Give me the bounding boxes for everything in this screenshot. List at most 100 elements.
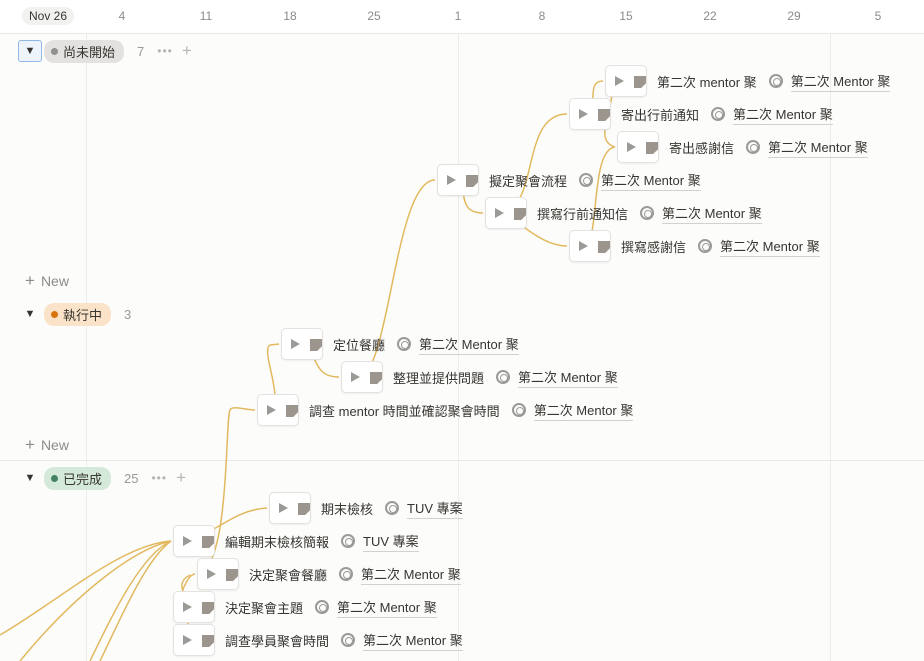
item-card[interactable] — [341, 361, 383, 393]
expand-triangle-icon[interactable] — [207, 569, 216, 579]
relation-link[interactable]: 第二次 Mentor 聚 — [518, 367, 618, 388]
item-title[interactable]: 整理並提供問題 — [393, 370, 485, 386]
target-icon — [315, 600, 330, 614]
timeline-item[interactable]: 調查學員聚會時間 第二次 Mentor 聚 — [173, 624, 463, 656]
timeline-item[interactable]: 期末檢核 TUV 專案 — [269, 492, 463, 524]
item-card[interactable] — [617, 131, 659, 163]
relation-link[interactable]: 第二次 Mentor 聚 — [768, 137, 868, 158]
add-icon[interactable]: + — [181, 41, 192, 60]
status-pill[interactable]: 已完成 — [44, 466, 112, 490]
expand-triangle-icon[interactable] — [183, 602, 192, 612]
relation-link[interactable]: 第二次 Mentor 聚 — [363, 630, 463, 651]
relation-link[interactable]: 第二次 Mentor 聚 — [419, 334, 519, 355]
timeline-item[interactable]: 撰寫行前通知信 第二次 Mentor 聚 — [485, 197, 762, 229]
item-card[interactable] — [605, 65, 647, 97]
item-title[interactable]: 決定聚會餐廳 — [249, 567, 328, 583]
timeline-item[interactable]: 決定聚會主題 第二次 Mentor 聚 — [173, 591, 437, 623]
timeline-item[interactable]: 撰寫感謝信 第二次 Mentor 聚 — [569, 230, 820, 262]
page-icon — [646, 142, 658, 154]
more-options-icon[interactable]: ••• — [151, 471, 168, 485]
item-card[interactable] — [269, 492, 311, 524]
item-card[interactable] — [197, 558, 239, 590]
item-title[interactable]: 第二次 mentor 聚 — [657, 74, 757, 90]
timeline-item[interactable]: 編輯期末檢核簡報 TUV 專案 — [173, 525, 419, 557]
item-card[interactable] — [257, 394, 299, 426]
expand-triangle-icon[interactable] — [447, 175, 456, 185]
status-label: 已完成 — [63, 471, 103, 487]
collapse-toggle[interactable]: ▼ — [18, 40, 42, 62]
target-icon — [579, 173, 594, 187]
item-title[interactable]: 定位餐廳 — [333, 337, 386, 353]
item-card[interactable] — [173, 624, 215, 656]
timeline-item[interactable]: 擬定聚會流程 第二次 Mentor 聚 — [437, 164, 701, 196]
new-item-button[interactable]: + New — [25, 435, 69, 455]
expand-triangle-icon[interactable] — [579, 241, 588, 251]
item-card[interactable] — [437, 164, 479, 196]
new-label: New — [40, 437, 69, 453]
relation-link[interactable]: 第二次 Mentor 聚 — [720, 236, 820, 257]
target-icon — [640, 206, 655, 220]
timeline-item[interactable]: 定位餐廳 第二次 Mentor 聚 — [281, 328, 519, 360]
relation-link[interactable]: 第二次 Mentor 聚 — [601, 170, 701, 191]
relation-link[interactable]: TUV 專案 — [363, 531, 419, 552]
relation-link[interactable]: 第二次 Mentor 聚 — [662, 203, 762, 224]
relation-link[interactable]: TUV 專案 — [407, 498, 463, 519]
item-title[interactable]: 撰寫感謝信 — [621, 239, 687, 255]
timeline-item[interactable]: 寄出感謝信 第二次 Mentor 聚 — [617, 131, 868, 163]
collapse-toggle[interactable]: ▼ — [24, 472, 36, 484]
item-title[interactable]: 編輯期末檢核簡報 — [225, 534, 330, 550]
item-card[interactable] — [569, 98, 611, 130]
item-card[interactable] — [173, 591, 215, 623]
item-card[interactable] — [569, 230, 611, 262]
status-pill[interactable]: 執行中 — [44, 302, 112, 326]
status-pill[interactable]: 尚未開始 — [44, 39, 125, 63]
item-title[interactable]: 調查學員聚會時間 — [225, 633, 330, 649]
more-options-icon[interactable]: ••• — [157, 44, 173, 58]
item-title[interactable]: 決定聚會主題 — [225, 600, 304, 616]
expand-triangle-icon[interactable] — [495, 208, 504, 218]
expand-triangle-icon[interactable] — [579, 109, 588, 119]
add-icon[interactable]: + — [176, 468, 187, 487]
expand-triangle-icon[interactable] — [279, 503, 288, 513]
page-icon — [202, 536, 214, 548]
group-header-in-progress: ▼ 執行中 3 — [18, 302, 131, 326]
item-title[interactable]: 期末檢核 — [321, 501, 374, 517]
item-card[interactable] — [485, 197, 527, 229]
relation-link[interactable]: 第二次 Mentor 聚 — [337, 597, 437, 618]
item-title[interactable]: 擬定聚會流程 — [489, 173, 568, 189]
expand-triangle-icon[interactable] — [183, 536, 192, 546]
date-tick: 1 — [454, 9, 462, 23]
target-icon — [496, 370, 511, 384]
group-separator — [0, 460, 924, 461]
timeline-item[interactable]: 決定聚會餐廳 第二次 Mentor 聚 — [197, 558, 461, 590]
item-title[interactable]: 調查 mentor 時間並確認聚會時間 — [309, 403, 500, 419]
new-item-button[interactable]: + New — [25, 271, 69, 291]
timeline-item[interactable]: 整理並提供問題 第二次 Mentor 聚 — [341, 361, 618, 393]
date-tick: 5 — [874, 9, 882, 23]
expand-triangle-icon[interactable] — [267, 405, 276, 415]
expand-triangle-icon[interactable] — [351, 372, 360, 382]
relation-link[interactable]: 第二次 Mentor 聚 — [733, 104, 833, 125]
item-title[interactable]: 撰寫行前通知信 — [537, 206, 629, 222]
relation-link[interactable]: 第二次 Mentor 聚 — [361, 564, 461, 585]
expand-triangle-icon[interactable] — [291, 339, 300, 349]
date-tick: 18 — [283, 9, 297, 23]
expand-triangle-icon[interactable] — [627, 142, 636, 152]
expand-triangle-icon[interactable] — [183, 635, 192, 645]
timeline-item[interactable]: 調查 mentor 時間並確認聚會時間 第二次 Mentor 聚 — [257, 394, 634, 426]
expand-triangle-icon[interactable] — [615, 76, 624, 86]
plus-icon: + — [25, 435, 35, 454]
item-title[interactable]: 寄出行前通知 — [621, 107, 700, 123]
item-card[interactable] — [173, 525, 215, 557]
group-count: 7 — [137, 43, 145, 59]
relation-link[interactable]: 第二次 Mentor 聚 — [533, 400, 634, 421]
item-card[interactable] — [281, 328, 323, 360]
collapse-toggle[interactable]: ▼ — [24, 308, 36, 320]
timeline-item[interactable]: 寄出行前通知 第二次 Mentor 聚 — [569, 98, 833, 130]
status-dot — [51, 47, 58, 55]
new-label: New — [40, 273, 69, 289]
item-title[interactable]: 寄出感謝信 — [669, 140, 735, 156]
timeline-item[interactable]: 第二次 mentor 聚 第二次 Mentor 聚 — [605, 65, 891, 97]
target-icon — [397, 337, 412, 351]
relation-link[interactable]: 第二次 Mentor 聚 — [790, 71, 891, 92]
